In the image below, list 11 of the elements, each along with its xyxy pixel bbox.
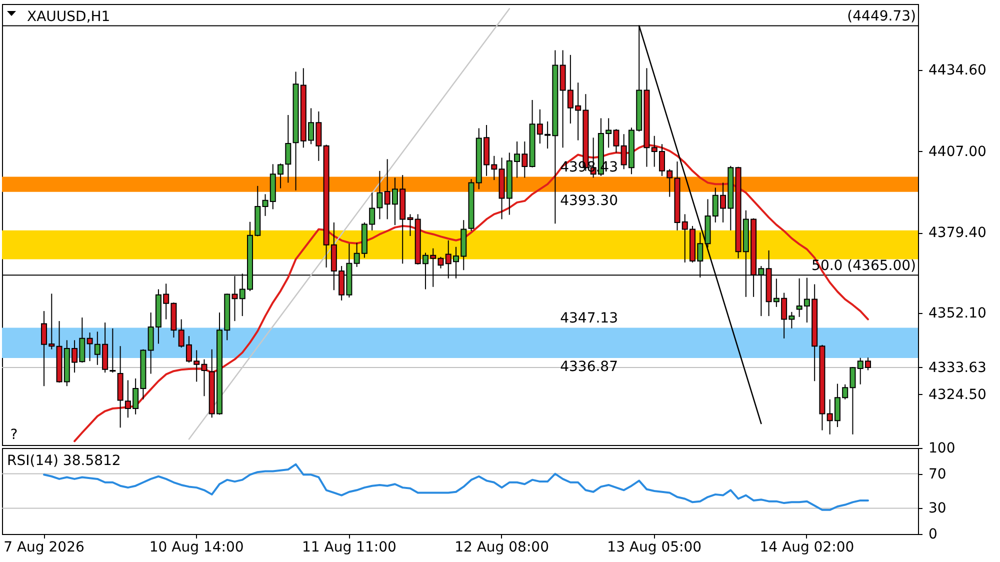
x-tick-label: 14 Aug 02:00 — [760, 540, 854, 556]
x-tick-label: 11 Aug 11:00 — [302, 540, 396, 556]
y-tick-label: 0 — [928, 526, 938, 542]
y-tick-label: 70 — [928, 466, 946, 482]
x-tick-label: 12 Aug 08:00 — [454, 540, 549, 556]
x-tick-label: 10 Aug 14:00 — [149, 540, 244, 556]
x-tick-label: 13 Aug 05:00 — [607, 540, 702, 556]
y-tick-label: 30 — [928, 500, 946, 517]
x-tick-label: 7 Aug 2026 — [4, 540, 84, 556]
y-tick-label: 100 — [928, 440, 956, 456]
chart-title: RSI(14) 38.5812 — [7, 453, 121, 469]
